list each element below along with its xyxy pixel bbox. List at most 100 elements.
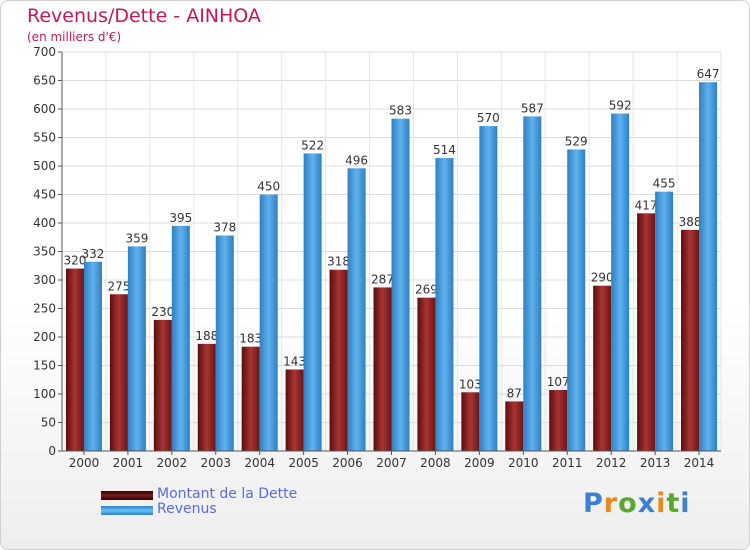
y-tick-label: 250 [33,302,56,316]
bar-revenus [655,191,674,451]
x-tick-label: 2004 [244,456,275,470]
bar-dette [373,287,392,451]
y-tick-label: 650 [33,74,56,88]
logo-letter: P [583,488,604,519]
bar-revenus [479,126,498,451]
y-tick-label: 200 [33,330,56,344]
data-label-dette: 230 [151,305,174,319]
bar-dette [549,390,568,451]
data-label-revenus: 496 [345,153,368,167]
logo-letter: x [637,488,657,519]
data-label-dette: 269 [415,283,438,297]
data-label-dette: 103 [459,377,482,391]
data-label-dette: 318 [327,255,350,269]
bar-revenus [435,158,454,451]
data-label-revenus: 529 [565,134,588,148]
logo-letter: t [666,488,681,519]
bar-dette [109,294,128,451]
y-tick-label: 450 [33,188,56,202]
data-label-revenus: 514 [433,143,456,157]
bar-dette [417,297,436,451]
data-label-revenus: 395 [169,211,192,225]
x-tick-label: 2010 [508,456,539,470]
data-label-revenus: 592 [609,99,632,113]
bar-revenus [171,225,190,451]
logo-letter: r [603,488,619,519]
x-tick-label: 2009 [464,456,495,470]
data-label-revenus: 522 [301,138,324,152]
data-label-revenus: 455 [653,177,676,191]
bar-dette [637,213,656,451]
data-label-dette: 320 [64,254,87,268]
x-tick-label: 2000 [69,456,100,470]
y-tick-label: 300 [33,273,56,287]
chart-title: Revenus/Dette - AINHOA [27,5,261,27]
bar-revenus [259,194,278,451]
bar-revenus [215,235,234,451]
y-tick-label: 0 [48,444,56,458]
y-tick-label: 50 [41,416,56,430]
bar-revenus [127,246,146,451]
data-label-dette: 275 [107,279,130,293]
logo-letter: i [656,488,667,519]
bar-dette [285,369,304,451]
x-tick-label: 2007 [376,456,407,470]
data-label-revenus: 378 [213,221,236,235]
x-tick-label: 2014 [684,456,715,470]
x-tick-label: 2003 [200,456,231,470]
bar-revenus [303,153,322,451]
bar-dette [461,392,480,451]
data-label-revenus: 647 [697,67,720,81]
bar-revenus [567,149,586,451]
y-tick-label: 100 [33,387,56,401]
x-tick-label: 2012 [596,456,627,470]
data-label-dette: 87 [507,386,522,400]
legend-swatch-revenus [101,506,153,515]
bar-revenus [83,261,102,451]
data-label-revenus: 332 [82,247,105,261]
legend-swatch-debt [101,491,153,500]
data-label-dette: 143 [283,354,306,368]
x-tick-label: 2013 [640,456,671,470]
y-tick-label: 400 [33,216,56,230]
bar-revenus [391,118,410,451]
data-label-revenus: 450 [257,180,280,194]
x-tick-label: 2011 [552,456,583,470]
y-tick-label: 500 [33,159,56,173]
data-label-revenus: 570 [477,111,500,125]
x-tick-label: 2005 [288,456,319,470]
bars: 320 275 230 188 183 143 318 287 269 103 87 107 290 41… [64,67,720,452]
logo-letter: i [680,488,691,519]
data-label-dette: 388 [679,215,702,229]
y-tick-label: 700 [33,45,56,59]
data-label-dette: 417 [635,198,658,212]
bar-dette [153,319,172,451]
x-tick-label: 2001 [113,456,144,470]
bar-dette [681,229,700,451]
data-label-revenus: 359 [125,231,148,245]
logo-letter: o [618,488,638,519]
data-label-dette: 188 [195,329,218,343]
x-tick-label: 2006 [332,456,363,470]
x-tick-label: 2008 [420,456,451,470]
chart-subtitle: (en milliers d'€) [27,30,122,44]
bar-revenus [523,116,542,451]
legend-label-debt: Montant de la Dette [157,486,298,502]
bar-revenus [699,82,718,452]
data-label-dette: 287 [371,272,394,286]
y-tick-label: 550 [33,131,56,145]
data-label-dette: 107 [547,375,570,389]
x-tick-label: 2002 [157,456,188,470]
bar-dette [593,285,612,451]
proxiti-logo: Proxiti [583,488,691,519]
bar-dette [65,268,84,451]
bar-dette [197,343,216,451]
y-tick-label: 150 [33,359,56,373]
y-tick-label: 350 [33,245,56,259]
bar-dette [329,269,348,451]
y-tick-label: 600 [33,102,56,116]
data-label-revenus: 583 [389,104,412,118]
bar-dette [241,346,260,451]
